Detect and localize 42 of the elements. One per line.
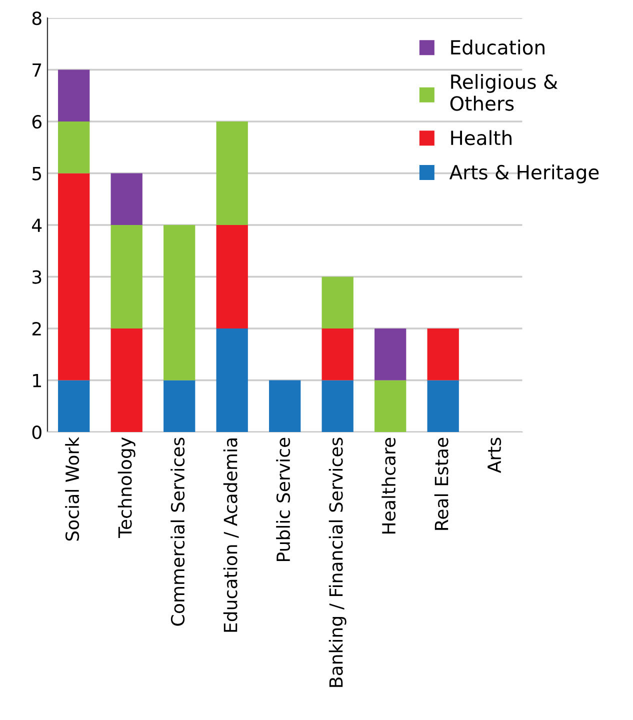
bar [322, 276, 354, 328]
bar [110, 225, 142, 328]
x-tick-label: Social Work [65, 436, 80, 541]
x-tick-label: Healthcare [382, 438, 396, 534]
x-tick-label: Public Service [276, 438, 290, 561]
bar [164, 225, 196, 380]
bar [216, 328, 248, 432]
x-tick-label: Arts [488, 438, 502, 473]
x-tick-label: Commercial Services [170, 438, 185, 626]
bar [216, 225, 248, 328]
bar [110, 173, 142, 225]
legend-label: Religious & Others [450, 74, 558, 111]
legend-label: Arts & Heritage [449, 164, 599, 184]
bar [322, 380, 354, 432]
x-tick-label: Real Estae [434, 438, 448, 530]
x-tick-label: Education / Academia [223, 438, 239, 632]
bar [427, 380, 459, 432]
y-tick-label: 6 [32, 114, 42, 129]
y-tick-label: 1 [33, 374, 41, 388]
bar [427, 328, 459, 380]
bar [164, 380, 196, 432]
y-tick-label: 2 [32, 322, 41, 336]
y-tick-label: 3 [32, 270, 42, 284]
legend-label: Education [451, 40, 544, 55]
y-tick-label: 7 [32, 63, 42, 77]
legend-label: Health [451, 130, 512, 146]
y-tick-label: 4 [32, 218, 42, 232]
bar [58, 380, 90, 432]
bar [58, 70, 90, 122]
y-tick-label: 8 [32, 11, 42, 26]
bar [269, 380, 301, 432]
bar [58, 122, 90, 174]
bar [322, 328, 354, 380]
bar [216, 122, 248, 225]
y-tick-label: 0 [32, 425, 42, 440]
bar [110, 328, 142, 432]
bar [58, 173, 90, 380]
y-tick-label: 5 [32, 166, 42, 180]
bar [374, 328, 406, 380]
x-tick-label: Banking / Financial Services [328, 438, 346, 687]
x-tick-label: Technology [118, 437, 136, 538]
bar [374, 380, 406, 432]
